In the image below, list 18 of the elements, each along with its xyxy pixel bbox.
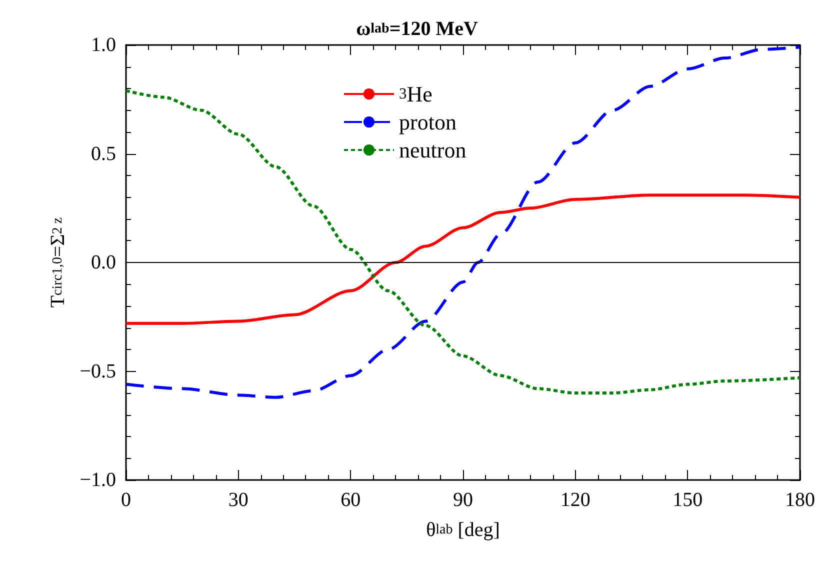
x-tick-label: 90 (453, 489, 473, 511)
x-tick-label: 180 (785, 489, 815, 511)
chart-title: ωlab=120 MeV (356, 18, 478, 40)
x-tick-label: 120 (560, 489, 590, 511)
y-tick-label: 0.5 (91, 142, 116, 165)
legend-label: proton (399, 110, 456, 134)
x-tick-label: 0 (121, 489, 131, 511)
y-tick-label: −0.5 (80, 360, 116, 382)
y-tick-label: 0.0 (91, 252, 116, 274)
x-tick-label: 150 (672, 489, 703, 511)
y-tick-label: −1.0 (80, 469, 116, 491)
legend-label: neutron (399, 138, 466, 162)
x-axis-title: θlab [deg] (426, 519, 500, 541)
y-axis-title: Tcirc1,0=Σ2 z (47, 217, 69, 308)
x-tick-label: 30 (228, 489, 248, 511)
y-tick-label: 1.0 (91, 34, 116, 56)
x-tick-label: 60 (340, 489, 361, 511)
legend-label: 3He (399, 82, 432, 106)
